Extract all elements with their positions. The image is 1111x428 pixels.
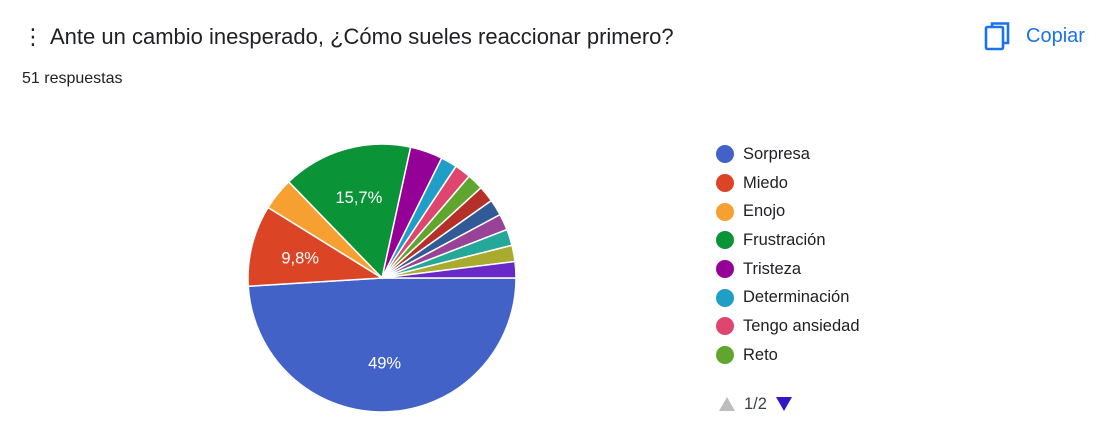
pager-prev-button[interactable] [716,393,738,415]
pager-next-button[interactable] [773,393,795,415]
legend-label: Frustración [743,230,826,249]
legend-swatch [716,231,734,250]
legend-label: Tristeza [743,259,802,278]
pie-data-label: 9,8% [281,249,319,267]
legend-item[interactable]: Miedo [716,169,860,198]
drag-handle-icon[interactable]: ⋮ [22,24,44,49]
legend-label: Sorpresa [743,144,810,163]
legend-item[interactable]: Reto [716,341,860,370]
pie-slice-frustración[interactable] [287,143,412,280]
chart-legend: Sorpresa Miedo Enojo Frustración Tristeza Det… [716,140,860,370]
legend-pager: 1/2 [716,393,795,415]
legend-label: Reto [743,345,778,364]
question-header: ⋮ Ante un cambio inesperado, ¿Cómo suele… [22,24,674,50]
copy-label: Copiar [1026,24,1085,47]
triangle-up-icon [719,397,735,411]
legend-item[interactable]: Frustración [716,226,860,255]
legend-item[interactable]: Determinación [716,283,860,312]
legend-swatch [716,317,734,336]
copy-icon [984,22,1010,51]
legend-swatch [716,346,734,365]
legend-swatch [716,288,734,307]
copy-button[interactable]: Copiar [978,16,1093,56]
legend-swatch [716,260,734,279]
question-title: Ante un cambio inesperado, ¿Cómo sueles … [50,24,674,49]
pie-slice-other-13[interactable] [381,260,517,279]
legend-swatch [716,202,734,221]
legend-label: Enojo [743,202,786,221]
pie-slice-miedo[interactable] [247,206,385,288]
pie-data-label: 49% [368,354,401,372]
pager-text: 1/2 [744,394,767,413]
legend-swatch [716,174,734,193]
legend-label: Determinación [743,288,850,307]
legend-item[interactable]: Tengo ansiedad [716,312,860,341]
legend-label: Miedo [743,173,788,192]
triangle-down-icon [775,397,792,411]
response-count: 51 respuestas [22,70,123,87]
pie-data-label: 15,7% [335,189,382,207]
pie-slice-sorpresa[interactable] [247,277,517,413]
legend-item[interactable]: Tristeza [716,255,860,284]
legend-label: Tengo ansiedad [743,316,860,335]
legend-swatch [716,145,734,164]
legend-item[interactable]: Enojo [716,197,860,226]
legend-item[interactable]: Sorpresa [716,140,860,169]
